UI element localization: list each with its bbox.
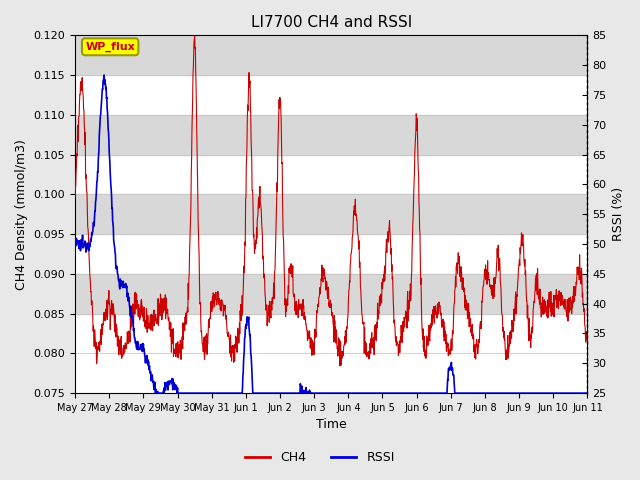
Title: LI7700 CH4 and RSSI: LI7700 CH4 and RSSI — [251, 15, 412, 30]
Text: WP_flux: WP_flux — [85, 42, 135, 52]
X-axis label: Time: Time — [316, 419, 347, 432]
Bar — [75, 36, 588, 75]
Bar — [75, 274, 588, 313]
Bar — [75, 115, 588, 155]
Y-axis label: RSSI (%): RSSI (%) — [612, 187, 625, 241]
Y-axis label: CH4 Density (mmol/m3): CH4 Density (mmol/m3) — [15, 139, 28, 289]
Legend: CH4, RSSI: CH4, RSSI — [240, 446, 400, 469]
Bar — [75, 194, 588, 234]
